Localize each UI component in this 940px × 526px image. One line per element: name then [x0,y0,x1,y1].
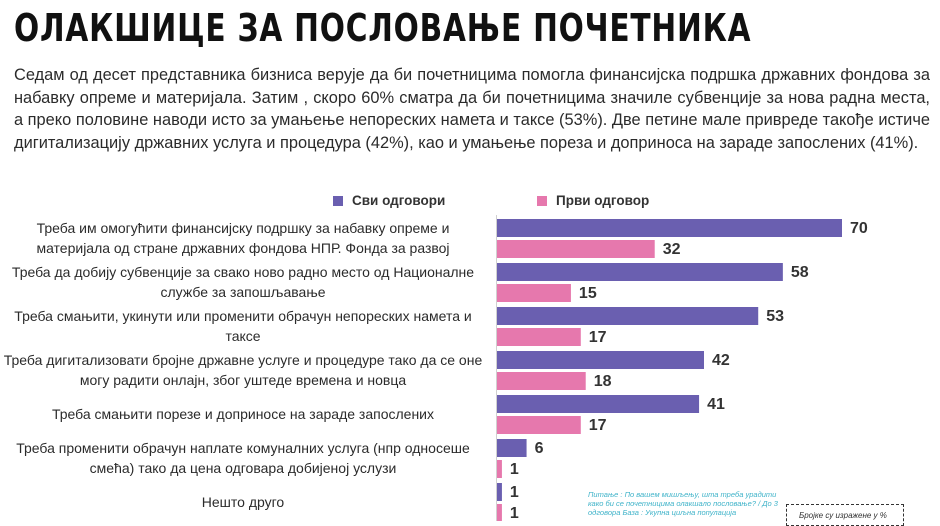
value-label-all-2: 53 [766,308,784,325]
bar-all-4 [497,395,700,413]
value-label-first-2: 17 [589,329,607,346]
bar-first-5 [497,460,502,478]
legend-swatch-all [333,195,343,206]
bar-first-4 [497,416,581,434]
bar-first-2 [497,328,581,346]
value-label-first-4: 17 [589,417,607,434]
value-label-first-1: 15 [579,285,597,302]
value-label-first-6: 1 [510,505,519,521]
legend-label-first: Први одговор [556,193,650,208]
category-label-0: Треба им омогућити финансијску подршку з… [36,219,450,256]
units-note: Бројке су изражене у % [786,504,904,526]
value-label-all-3: 42 [712,352,730,369]
value-label-all-4: 41 [707,396,725,413]
legend-swatch-first [537,195,547,206]
category-label-5: Треба променити обрачун наплате комуналн… [16,439,470,476]
bar-first-6 [497,504,502,521]
category-label-3: Треба дигитализовати бројне државне услу… [3,351,483,388]
category-label-6: Нешто друго [201,493,285,510]
legend-label-all: Сви одговори [352,193,446,208]
value-label-all-1: 58 [791,264,809,281]
category-label-1: Треба да добију субвенције за свако ново… [11,263,475,300]
value-label-all-0: 70 [850,220,868,237]
bar-first-1 [497,284,571,302]
bar-first-3 [497,372,586,390]
value-label-first-0: 32 [663,241,681,258]
category-label-4: Треба смањити порезе и доприносе на зара… [51,405,434,422]
intro-text: Седам од десет представника бизниса веру… [14,66,930,152]
value-label-all-6: 1 [510,484,519,501]
category-label-2: Треба смањити, укинути или променити обр… [14,307,472,344]
legend-item-first: Први одговор [537,193,649,208]
bar-all-5 [497,439,527,457]
bar-all-2 [497,307,759,325]
value-label-first-3: 18 [594,373,612,390]
page-title: ОЛАКШИЦЕ ЗА ПОСЛОВАЊЕ ПОЧЕТНИКА [14,6,752,50]
value-label-all-5: 6 [535,440,544,457]
bar-all-0 [497,219,842,237]
bar-all-3 [497,351,704,369]
value-label-first-5: 1 [510,461,519,478]
legend-item-all: Сви одговори [333,193,445,208]
bar-all-6 [497,483,502,501]
bar-first-0 [497,240,655,258]
survey-question-note: Питање : По вашем мишљењу, шта треба ура… [588,490,778,517]
bar-all-1 [497,263,783,281]
